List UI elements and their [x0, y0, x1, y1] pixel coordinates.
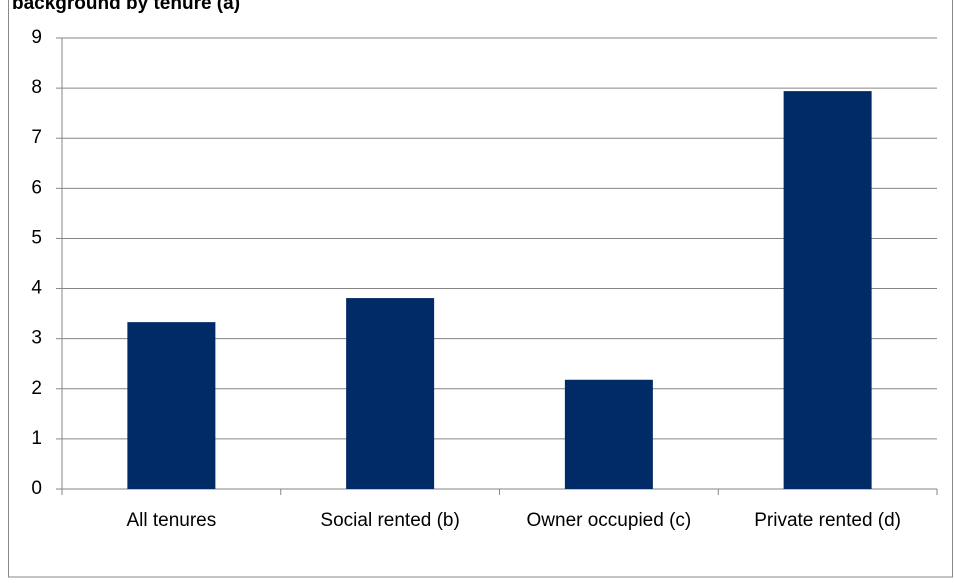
y-tick-label: 7	[31, 127, 42, 148]
x-tick-label-box: Social rented (b)	[320, 510, 460, 531]
bar	[783, 91, 872, 490]
y-tick-label: 0	[31, 478, 42, 499]
x-tick-label: Private rented (d)	[754, 510, 902, 531]
y-tick-label: 4	[31, 278, 42, 299]
y-tick-label: 5	[31, 227, 42, 248]
chart-title: background by tenure (a)	[12, 0, 240, 14]
x-tick-label-box: All tenures	[126, 510, 217, 531]
y-tick-label: 6	[31, 177, 42, 198]
y-tick-label: 1	[31, 428, 42, 449]
x-tick-label: All tenures	[126, 510, 217, 531]
bar	[346, 298, 435, 489]
y-tick-label: 9	[31, 27, 42, 48]
y-tick-label: 3	[31, 328, 42, 349]
x-tick-label-box: Private rented (d)	[754, 510, 902, 531]
bar	[127, 322, 216, 489]
chart-frame	[8, 0, 953, 578]
x-tick-label-box: Owner occupied (c)	[526, 510, 692, 531]
x-tick-label: Owner occupied (c)	[526, 510, 692, 531]
y-tick-label: 2	[31, 378, 42, 399]
x-tick-label: Social rented (b)	[320, 510, 460, 531]
y-tick-label: 8	[31, 77, 42, 98]
bar	[564, 379, 653, 489]
